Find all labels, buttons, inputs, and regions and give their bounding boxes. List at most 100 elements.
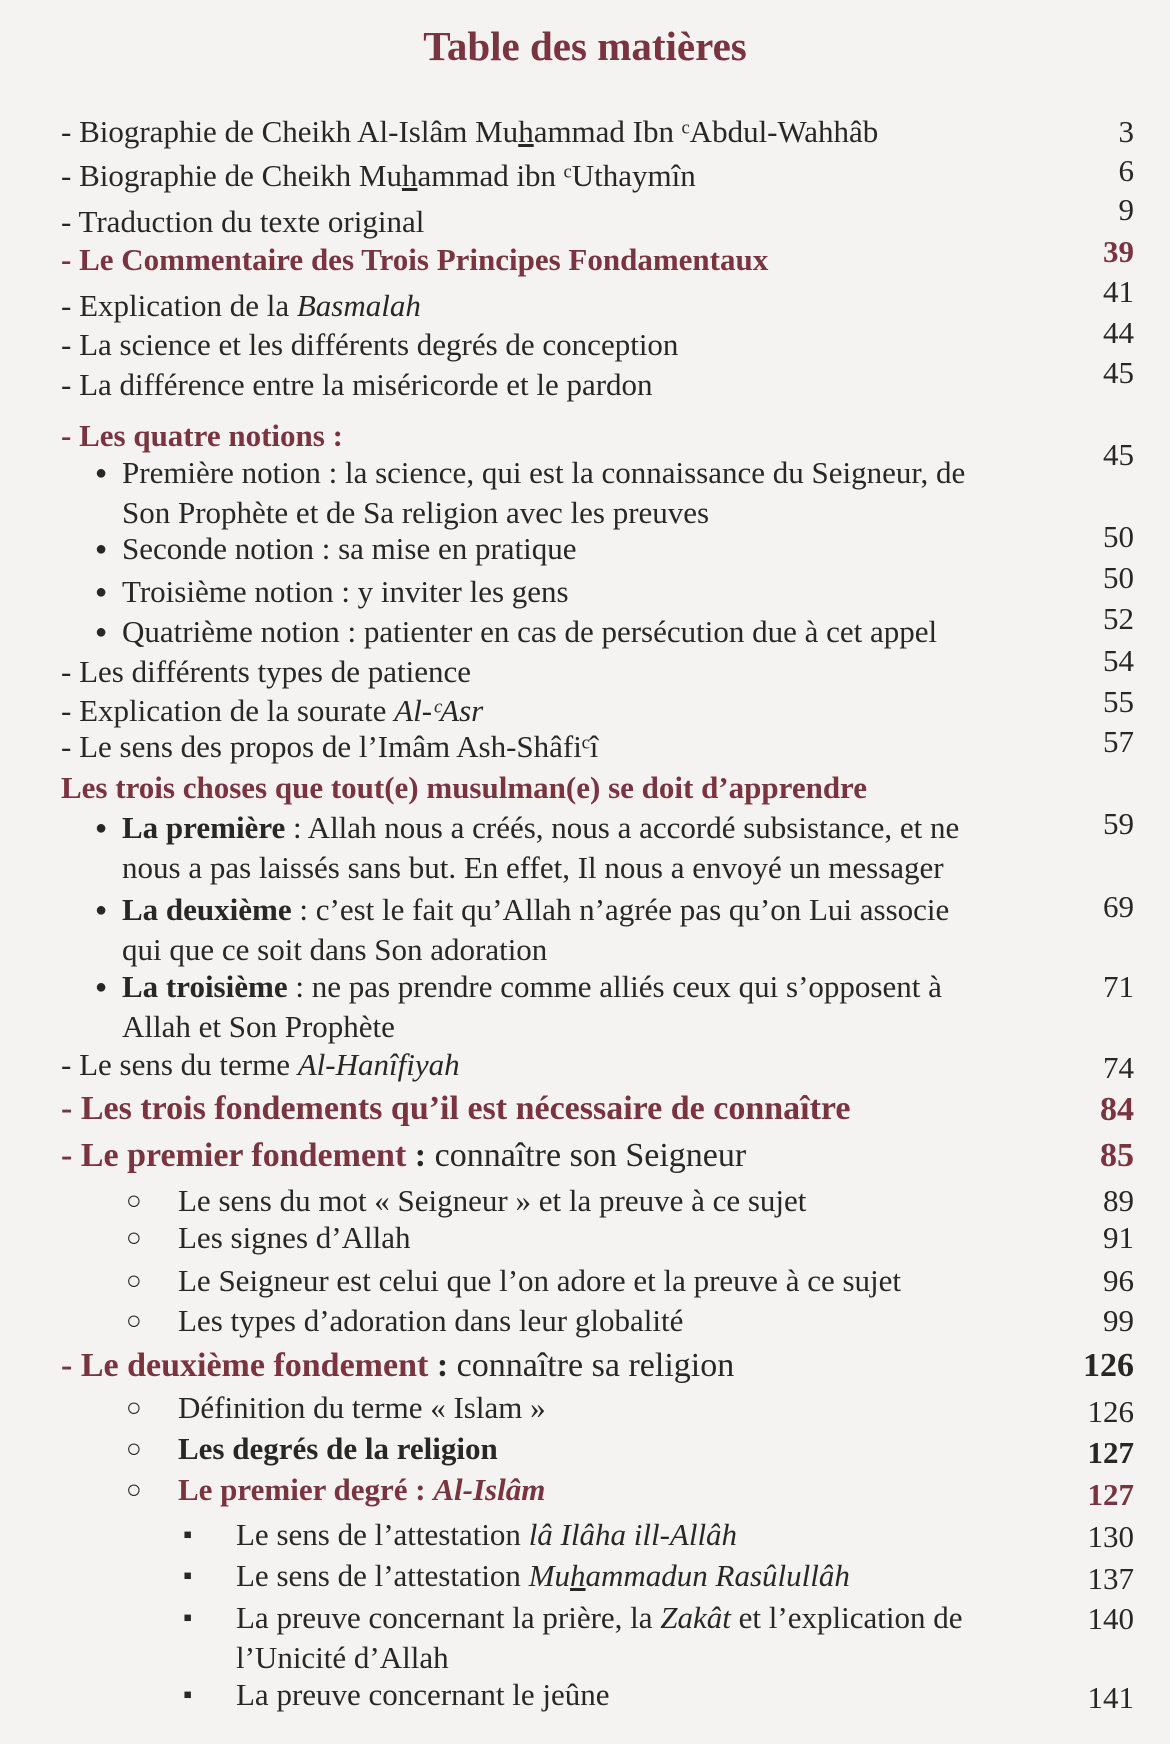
page-number: 54	[1103, 642, 1134, 678]
toc-entry: ▪ La preuve concernant le jeûne 141	[0, 1675, 1170, 1715]
page-number: 52	[1103, 601, 1134, 637]
toc-entry: Les trois choses que tout(e) musulman(e)…	[0, 768, 1170, 808]
entry-text: :	[428, 1346, 457, 1384]
entry-title-line: La preuve concernant la prière, la Zakât…	[236, 1598, 962, 1638]
entry-text: Les degrés de la religion	[178, 1430, 498, 1466]
entry-text: Allah et Son Prophète	[122, 1009, 395, 1045]
circle-bullet-icon: ○	[126, 1306, 142, 1336]
page-number: 89	[1103, 1182, 1134, 1218]
entry-title-line: - Le Commentaire des Trois Principes Fon…	[61, 240, 768, 280]
page-number: 59	[1103, 806, 1134, 841]
page-number: 71	[1103, 969, 1134, 1005]
dot-bullet-icon: ●	[95, 817, 108, 840]
page-number: 45	[1103, 354, 1134, 390]
page-number: 96	[1103, 1263, 1134, 1299]
entry-text: Les trois choses que tout(e) musulman(e)…	[61, 770, 868, 806]
entry-title-line: nous a pas laissés sans but. En effet, I…	[122, 848, 944, 888]
toc-entry: ▪ Le sens de l’attestation lâ Ilâha ill-A…	[0, 1515, 1170, 1555]
entry-text: : Allah nous a créés, nous a accordé sub…	[285, 810, 960, 846]
entry-text: La troisième	[122, 969, 288, 1005]
toc-entry: ▪ Le sens de l’attestation Muhammadun Ras…	[0, 1556, 1170, 1596]
entry-text: h	[401, 157, 418, 193]
dot-bullet-icon: ●	[95, 580, 108, 603]
entry-text: Son Prophète et de Sa religion avec les …	[122, 494, 710, 530]
entry-text: - Le sens du terme	[61, 1047, 298, 1083]
page-number: 127	[1087, 1435, 1135, 1471]
toc-entry: - Les trois fondements qu’il est nécessa…	[0, 1089, 1170, 1129]
toc-entry: ○ Le Seigneur est celui que l’on adore et…	[0, 1261, 1170, 1301]
toc-entry: - Explication de la Basmalah 41	[0, 274, 1170, 326]
entry-text: connaître sa religion	[456, 1346, 735, 1384]
entry-text: Première notion : la science, qui est la…	[122, 454, 966, 490]
entry-text: - Explication de la	[61, 287, 297, 323]
entry-title-line: Le sens de l’attestation lâ Ilâha ill-Al…	[236, 1515, 737, 1555]
entry-title-line: Troisième notion : y inviter les gens	[122, 572, 569, 612]
entry-title-line: - Le premier fondement : connaître son S…	[61, 1136, 746, 1176]
entry-text: Les signes d’Allah	[178, 1219, 411, 1255]
page-number: 6	[1118, 153, 1135, 189]
toc-entry: - Les différents types de patience 54	[0, 643, 1170, 692]
entry-text: Al-Islâm	[433, 1472, 546, 1508]
entry-text: connaître son Seigneur	[434, 1137, 747, 1175]
entry-title-line: Son Prophète et de Sa religion avec les …	[122, 493, 709, 533]
toc-entry: - Le sens des propos de l’Imâm Ash-Shâfi…	[0, 724, 1170, 767]
circle-bullet-icon: ○	[126, 1222, 142, 1252]
entry-title-line: - Biographie de Cheikh Muhammad ibn ᶜUth…	[61, 156, 696, 196]
entry-text: Basmalah	[296, 287, 421, 323]
entry-title-line: - Explication de la Basmalah	[61, 286, 421, 326]
page-number: 91	[1103, 1219, 1134, 1255]
entry-title-line: - Biographie de Cheikh Al-Islâm Muhammad…	[61, 112, 878, 152]
toc-entry: ● Première notion : la science, qui est l…	[0, 437, 1170, 530]
toc-entry: ● Quatrième notion : patienter en cas de …	[0, 601, 1170, 652]
page-number: 45	[1103, 436, 1134, 472]
entry-text: - Les quatre notions :	[61, 417, 343, 453]
toc-entry: ● La troisième : ne pas prendre comme all…	[0, 967, 1170, 1044]
dot-bullet-icon: ●	[95, 620, 108, 643]
entry-text: Mu	[528, 1557, 571, 1593]
entry-text: La deuxième	[122, 891, 292, 927]
circle-bullet-icon: ○	[126, 1475, 142, 1505]
entry-text: Le sens de l’attestation	[236, 1516, 529, 1552]
toc-entry: - Les quatre notions :	[0, 416, 1170, 456]
entry-title-line: - Le sens des propos de l’Imâm Ash-Shâfi…	[61, 727, 598, 767]
square-bullet-icon: ▪	[183, 1602, 193, 1632]
toc-entry: - La différence entre la miséricorde et …	[0, 355, 1170, 405]
toc-entry: ○ Les signes d’Allah 91	[0, 1218, 1170, 1258]
entry-title-line: Première notion : la science, qui est la…	[122, 453, 965, 493]
square-bullet-icon: ▪	[183, 1519, 193, 1549]
toc-entry: ● Seconde notion : sa mise en pratique 50	[0, 519, 1170, 569]
circle-bullet-icon: ○	[126, 1185, 142, 1215]
page-number: 99	[1103, 1303, 1134, 1339]
page-number: 85	[1100, 1137, 1134, 1175]
page-number: 84	[1100, 1090, 1134, 1128]
entry-title-line: Le premier degré : Al-Islâm	[178, 1470, 545, 1510]
entry-text: l’Unicité d’Allah	[236, 1639, 449, 1675]
entry-text: Définition du terme « Islam »	[178, 1389, 546, 1425]
entry-text: ammad ibn ᶜUthaymîn	[417, 157, 696, 193]
entry-text: La preuve concernant la prière, la	[236, 1599, 661, 1635]
entry-title-line: La preuve concernant le jeûne	[236, 1675, 610, 1715]
square-bullet-icon: ▪	[183, 1679, 193, 1709]
page-number: 74	[1103, 1049, 1134, 1085]
toc-entry: - Biographie de Cheikh Al-Islâm Muhammad…	[0, 112, 1170, 152]
entry-text: La première	[122, 810, 286, 846]
entry-title-line: qui que ce soit dans Son adoration	[122, 930, 547, 970]
page-number: 141	[1087, 1680, 1135, 1716]
page-number: 41	[1103, 274, 1134, 310]
page-number: 55	[1103, 683, 1134, 719]
entry-text: Seconde notion : sa mise en pratique	[122, 531, 577, 567]
entry-title-line: - Le sens du terme Al-Hanîfiyah	[61, 1045, 460, 1085]
entry-text: qui que ce soit dans Son adoration	[122, 931, 548, 967]
entry-text: Zakât	[660, 1599, 731, 1635]
entry-text: Troisième notion : y inviter les gens	[122, 573, 569, 609]
toc-entry: ○ Le premier degré : Al-Islâm 127	[0, 1470, 1170, 1511]
entry-title-line: - Les quatre notions :	[61, 416, 343, 456]
page-title: Table des matières	[423, 23, 747, 69]
toc-entry: - Le Commentaire des Trois Principes Fon…	[0, 234, 1170, 280]
page-number: 50	[1103, 519, 1134, 555]
entry-text: ammad Ibn ᶜAbdul-Wahhâb	[533, 114, 879, 150]
entry-title-line: l’Unicité d’Allah	[236, 1638, 449, 1678]
entry-title-line: Allah et Son Prophète	[122, 1007, 395, 1047]
entry-text: - La différence entre la miséricorde et …	[61, 366, 653, 402]
dot-bullet-icon: ●	[95, 898, 108, 921]
